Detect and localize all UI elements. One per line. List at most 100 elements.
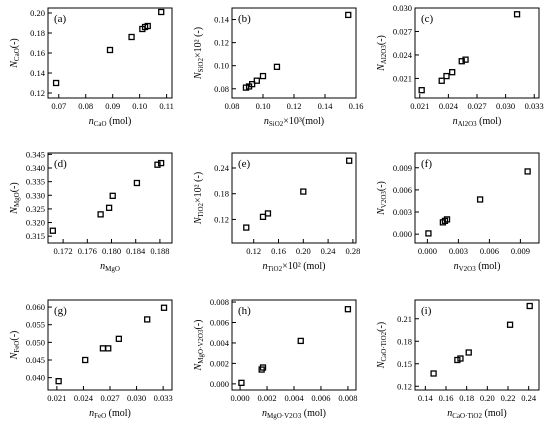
data-point bbox=[344, 306, 352, 313]
panel-label: (d) bbox=[54, 158, 67, 170]
x-tick-label: 0.006 bbox=[480, 246, 499, 256]
data-point bbox=[273, 63, 281, 70]
data-point bbox=[115, 335, 123, 342]
data-point bbox=[144, 316, 151, 323]
data-point bbox=[105, 204, 113, 211]
chart-panel: 0.14 0.16 0.18 0.20 0.22 0.24 0.12 0.15 0.18 0.21… bbox=[376, 299, 540, 420]
y-tick-label: 0.21 bbox=[397, 314, 412, 324]
x-axis-label: nV2O3 (mol) bbox=[454, 261, 501, 273]
data-point bbox=[106, 46, 114, 54]
y-tick-label: 0.004 bbox=[210, 338, 230, 348]
data-point bbox=[300, 188, 307, 195]
y-tick-label: 0.330 bbox=[26, 190, 45, 200]
x-tick-label: 0.021 bbox=[47, 393, 66, 403]
y-tick-label: 0.315 bbox=[26, 231, 45, 241]
plot-frame bbox=[231, 152, 357, 244]
data-point bbox=[253, 77, 260, 84]
x-tick-label: 0.027 bbox=[100, 393, 119, 403]
data-point bbox=[345, 11, 352, 19]
y-tick-label: 0.050 bbox=[26, 337, 45, 347]
y-axis-label: NMgO(-) bbox=[9, 182, 21, 214]
data-point bbox=[128, 33, 135, 41]
data-point bbox=[457, 355, 464, 362]
y-tick-label: 0.16 bbox=[30, 48, 45, 58]
x-tick-label: 0.033 bbox=[154, 393, 173, 403]
data-point bbox=[264, 210, 272, 217]
y-tick-label: 0.008 bbox=[210, 297, 229, 307]
panel-label: (b) bbox=[238, 13, 251, 25]
data-point bbox=[259, 364, 267, 371]
y-tick-label: 0.18 bbox=[397, 336, 412, 346]
data-point bbox=[243, 224, 250, 231]
x-tick-label: 0.030 bbox=[496, 101, 515, 111]
data-point bbox=[438, 77, 445, 84]
plot-frame bbox=[414, 7, 540, 99]
y-tick-label: 0.021 bbox=[393, 73, 412, 83]
y-axis-label: NCaO·TiO2(-) bbox=[376, 322, 388, 369]
x-tick-label: 0.030 bbox=[127, 393, 146, 403]
x-tick-label: 0.033 bbox=[525, 101, 544, 111]
data-point bbox=[259, 72, 267, 80]
x-tick-label: 0.18 bbox=[459, 393, 474, 403]
y-axis-label: NSiO2×10² (-) bbox=[193, 27, 205, 80]
y-tick-label: 0.024 bbox=[393, 50, 413, 60]
x-tick-label: 0.172 bbox=[54, 246, 73, 256]
y-tick-label: 0.12 bbox=[30, 88, 45, 98]
panel-label: (h) bbox=[238, 305, 251, 317]
x-axis-label: nFeO (mol) bbox=[89, 408, 131, 420]
x-tick-label: 0.184 bbox=[126, 246, 146, 256]
chart-panel: 0.021 0.024 0.027 0.030 0.033 0.040 0.045 0.050… bbox=[9, 299, 173, 420]
panel-label: (e) bbox=[238, 158, 251, 170]
data-point bbox=[458, 58, 465, 65]
y-tick-label: 0.12 bbox=[214, 214, 229, 224]
x-tick-label: 0.006 bbox=[311, 393, 330, 403]
y-tick-label: 0.027 bbox=[393, 26, 412, 36]
y-tick-label: 0.320 bbox=[26, 218, 45, 228]
y-axis-label: NCaO(-) bbox=[9, 38, 21, 69]
chart-panel: 0.08 0.10 0.12 0.14 0.16 0.08 0.10 0.12 0.14 (b) n… bbox=[193, 7, 363, 128]
x-tick-label: 0.11 bbox=[159, 101, 174, 111]
x-axis-label: nTiO2×10² (mol) bbox=[263, 261, 326, 273]
data-point bbox=[526, 302, 533, 310]
x-tick-label: 0.14 bbox=[318, 101, 334, 111]
x-tick-label: 0.07 bbox=[51, 101, 66, 111]
data-point bbox=[425, 230, 432, 237]
x-axis-label: nCaO (mol) bbox=[89, 116, 132, 128]
y-tick-label: 0.14 bbox=[30, 68, 46, 78]
plot-frame bbox=[47, 152, 173, 244]
x-axis-label: nMgO·V2O3 (mol) bbox=[262, 408, 326, 420]
panel-label: (c) bbox=[421, 13, 434, 25]
y-tick-label: 0.20 bbox=[30, 8, 45, 18]
x-tick-label: 0.024 bbox=[74, 393, 94, 403]
x-tick-label: 0.24 bbox=[321, 246, 337, 256]
data-point bbox=[465, 349, 472, 356]
data-point bbox=[524, 168, 531, 175]
y-tick-label: 0.14 bbox=[214, 15, 230, 25]
x-tick-label: 0.24 bbox=[521, 393, 537, 403]
chart-panel: 0.000 0.003 0.006 0.009 0.000 0.003 0.006 0.009… bbox=[376, 152, 540, 273]
y-tick-label: 0.002 bbox=[210, 358, 229, 368]
y-tick-label: 0.15 bbox=[397, 359, 412, 369]
data-point bbox=[418, 87, 425, 94]
y-tick-label: 0.340 bbox=[26, 163, 45, 173]
y-tick-label: 0.055 bbox=[26, 320, 45, 330]
data-point bbox=[99, 345, 107, 352]
x-tick-label: 0.000 bbox=[418, 246, 437, 256]
chart-panel: 0.000 0.002 0.004 0.006 0.008 0.000 0.002 0.004… bbox=[193, 297, 357, 420]
x-tick-label: 0.009 bbox=[511, 246, 530, 256]
x-tick-label: 0.28 bbox=[345, 246, 360, 256]
data-point bbox=[49, 227, 56, 234]
plot-frame bbox=[414, 152, 540, 244]
y-tick-label: 0.08 bbox=[214, 84, 229, 94]
data-point bbox=[160, 304, 168, 311]
data-point bbox=[462, 56, 469, 63]
x-tick-label: 0.16 bbox=[271, 246, 286, 256]
data-point bbox=[109, 192, 116, 199]
data-point bbox=[443, 72, 450, 80]
y-tick-label: 0.18 bbox=[30, 28, 45, 38]
chart-panel: 0.07 0.08 0.09 0.10 0.11 0.12 0.14 0.16 0.18 0.20… bbox=[9, 7, 174, 128]
x-axis-label: nSiO2×10³(mol) bbox=[264, 116, 324, 128]
panel-label: (f) bbox=[421, 158, 432, 170]
data-point bbox=[449, 69, 456, 76]
